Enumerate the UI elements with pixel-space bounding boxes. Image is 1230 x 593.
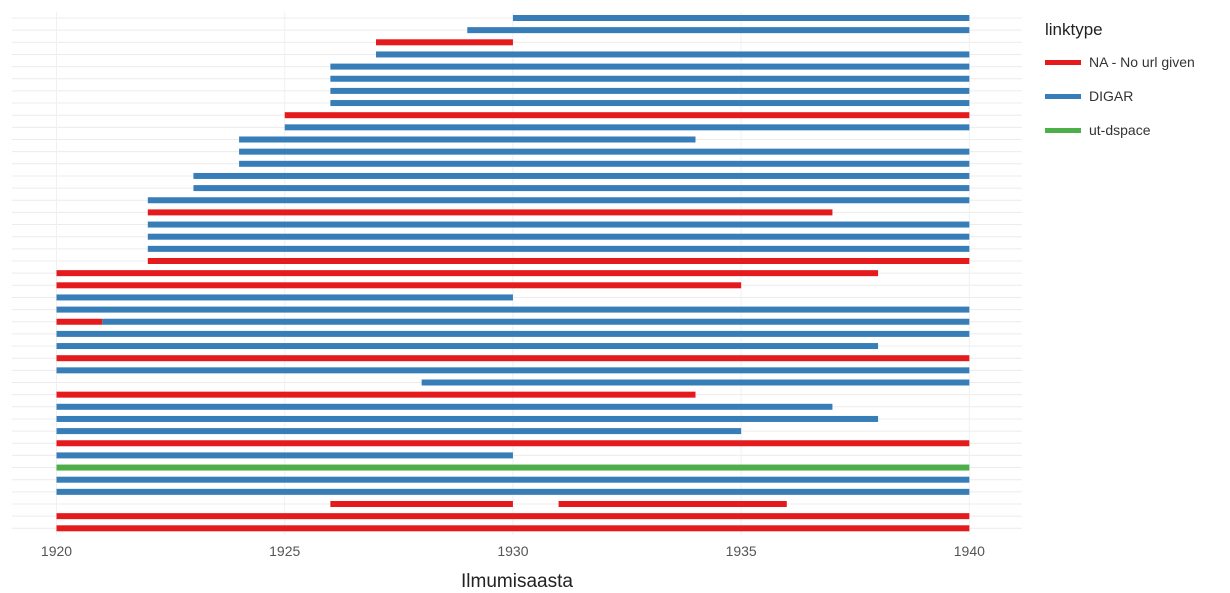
bar-digar xyxy=(56,343,879,350)
legend: linktype NA - No url given DIGAR ut-dspace xyxy=(1045,20,1195,150)
x-tick-label: 1935 xyxy=(726,543,757,559)
bar-na-no-url-given xyxy=(147,209,833,216)
legend-label: DIGAR xyxy=(1089,88,1134,104)
bar-digar xyxy=(284,124,970,131)
bar-digar xyxy=(330,75,970,82)
x-tick-label: 1925 xyxy=(269,543,300,559)
legend-item: ut-dspace xyxy=(1045,110,1195,150)
bar-na-no-url-given xyxy=(56,525,970,532)
bar-na-no-url-given xyxy=(56,355,970,362)
bar-digar xyxy=(147,197,970,204)
legend-label: ut-dspace xyxy=(1089,122,1151,138)
bar-digar xyxy=(376,51,970,58)
x-tick-label: 1940 xyxy=(954,543,985,559)
bar-na-no-url-given xyxy=(56,513,970,520)
legend-swatch xyxy=(1045,59,1081,65)
legend-item: NA - No url given xyxy=(1045,42,1195,82)
x-axis-title: Ilmumisaasta xyxy=(461,571,573,592)
bar-digar xyxy=(193,172,970,179)
x-tick-label: 1930 xyxy=(497,543,528,559)
bar-digar xyxy=(467,27,970,34)
x-tick-label: 1920 xyxy=(41,543,72,559)
bars xyxy=(56,15,970,532)
x-axis-ticks: 1920 1925 1930 1935 1940 xyxy=(41,543,985,559)
bar-na-no-url-given xyxy=(56,440,970,447)
bar-ut-dspace xyxy=(56,464,970,471)
bar-digar xyxy=(421,379,970,386)
bar-digar xyxy=(56,330,970,337)
bar-na-no-url-given xyxy=(558,501,787,507)
bar-na-no-url-given xyxy=(376,39,513,46)
bar-digar xyxy=(512,15,970,21)
bar-digar xyxy=(56,428,742,435)
bar-digar xyxy=(147,233,970,240)
bar-digar xyxy=(330,100,970,107)
legend-swatch xyxy=(1045,127,1081,133)
bar-digar xyxy=(56,367,970,374)
bar-digar xyxy=(56,452,513,459)
bar-digar xyxy=(56,294,513,301)
bar-digar xyxy=(56,415,879,422)
legend-title: linktype xyxy=(1045,20,1103,39)
bar-na-no-url-given xyxy=(147,258,970,264)
bar-na-no-url-given xyxy=(56,318,103,325)
bar-digar xyxy=(56,488,970,495)
legend-item: DIGAR xyxy=(1045,76,1195,116)
bar-digar xyxy=(193,185,970,192)
bar-digar xyxy=(56,476,970,483)
bar-digar xyxy=(147,221,970,228)
bar-digar xyxy=(147,245,970,252)
bar-na-no-url-given xyxy=(56,282,742,289)
bar-digar xyxy=(239,148,970,155)
bar-digar xyxy=(239,160,970,167)
bar-na-no-url-given xyxy=(56,270,879,277)
bar-na-no-url-given xyxy=(330,501,513,507)
bar-na-no-url-given xyxy=(284,112,970,119)
legend-label: NA - No url given xyxy=(1089,54,1195,70)
legend-items: NA - No url given DIGAR ut-dspace xyxy=(1045,42,1195,150)
bar-digar xyxy=(56,306,970,313)
bar-digar xyxy=(102,318,970,325)
bar-digar xyxy=(239,136,696,143)
legend-swatch xyxy=(1045,93,1081,99)
bar-na-no-url-given xyxy=(56,391,696,398)
bar-digar xyxy=(330,87,970,94)
bar-digar xyxy=(56,403,833,410)
bar-digar xyxy=(330,63,970,70)
